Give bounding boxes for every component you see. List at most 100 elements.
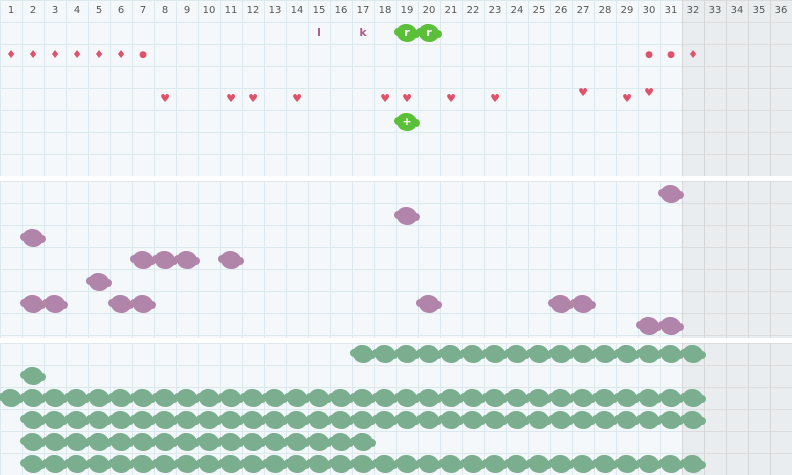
task-block-filled[interactable] (658, 389, 684, 407)
task-block-filled[interactable] (482, 345, 508, 363)
task-block-filled[interactable] (108, 433, 134, 451)
heart-icon[interactable]: ♥ (446, 92, 456, 105)
task-block-filled[interactable] (174, 433, 200, 451)
task-block-filled[interactable] (174, 389, 200, 407)
task-block-filled[interactable] (526, 455, 552, 473)
task-block-filled[interactable] (548, 455, 574, 473)
task-block-filled[interactable] (20, 455, 46, 473)
task-block-filled[interactable] (636, 389, 662, 407)
task-block-filled[interactable] (64, 411, 90, 429)
task-block-filled[interactable] (680, 455, 706, 473)
task-block-filled[interactable] (328, 433, 354, 451)
task-block[interactable] (548, 295, 574, 313)
task-block-filled[interactable] (570, 411, 596, 429)
badge-icon[interactable]: r (394, 24, 420, 42)
heart-icon[interactable]: ♥ (578, 86, 588, 99)
task-block-filled[interactable] (196, 455, 222, 473)
task-block-filled[interactable] (130, 455, 156, 473)
task-block-filled[interactable] (152, 455, 178, 473)
task-block-filled[interactable] (482, 455, 508, 473)
heart-icon[interactable]: ♥ (490, 92, 500, 105)
heart-icon[interactable]: ♥ (644, 86, 654, 99)
task-block-filled[interactable] (218, 411, 244, 429)
task-block-filled[interactable] (548, 411, 574, 429)
task-block[interactable] (570, 295, 596, 313)
task-block-filled[interactable] (460, 455, 486, 473)
task-block-filled[interactable] (328, 389, 354, 407)
task-block-filled[interactable] (262, 455, 288, 473)
task-block-filled[interactable] (64, 455, 90, 473)
task-block-filled[interactable] (20, 433, 46, 451)
task-block-filled[interactable] (636, 411, 662, 429)
task-block-filled[interactable] (20, 367, 46, 385)
task-block-filled[interactable] (570, 345, 596, 363)
task-block-filled[interactable] (240, 411, 266, 429)
cell-letter[interactable]: k (359, 26, 367, 39)
task-block-filled[interactable] (372, 389, 398, 407)
task-block-filled[interactable] (614, 389, 640, 407)
task-block-filled[interactable] (174, 411, 200, 429)
task-block-filled[interactable] (438, 389, 464, 407)
task-block[interactable] (416, 295, 442, 313)
task-block-filled[interactable] (372, 345, 398, 363)
task-block-filled[interactable] (196, 433, 222, 451)
heart-icon[interactable]: ♥ (226, 92, 236, 105)
task-block-filled[interactable] (42, 433, 68, 451)
task-block-filled[interactable] (526, 345, 552, 363)
task-block-filled[interactable] (130, 389, 156, 407)
task-block-filled[interactable] (504, 455, 530, 473)
task-block-filled[interactable] (284, 433, 310, 451)
task-block-filled[interactable] (218, 389, 244, 407)
task-block-filled[interactable] (218, 433, 244, 451)
task-block-filled[interactable] (240, 389, 266, 407)
task-block-filled[interactable] (526, 411, 552, 429)
task-block-filled[interactable] (42, 389, 68, 407)
task-block-filled[interactable] (570, 455, 596, 473)
heart-icon[interactable]: ♥ (622, 92, 632, 105)
task-block-filled[interactable] (0, 389, 24, 407)
task-block-filled[interactable] (306, 411, 332, 429)
task-block-filled[interactable] (548, 345, 574, 363)
task-block-filled[interactable] (416, 411, 442, 429)
task-block-filled[interactable] (548, 389, 574, 407)
task-block-filled[interactable] (614, 345, 640, 363)
task-block-filled[interactable] (152, 433, 178, 451)
task-block-filled[interactable] (416, 345, 442, 363)
task-block[interactable] (658, 317, 684, 335)
task-block[interactable] (20, 295, 46, 313)
task-block-filled[interactable] (306, 455, 332, 473)
task-block-filled[interactable] (328, 411, 354, 429)
task-block-filled[interactable] (284, 389, 310, 407)
task-block-filled[interactable] (636, 455, 662, 473)
cell-letter[interactable]: l (317, 26, 321, 39)
task-block-filled[interactable] (262, 411, 288, 429)
task-block-filled[interactable] (504, 345, 530, 363)
task-block-filled[interactable] (86, 433, 112, 451)
task-block-filled[interactable] (306, 433, 332, 451)
task-block-filled[interactable] (460, 411, 486, 429)
task-block-filled[interactable] (416, 389, 442, 407)
task-block-filled[interactable] (438, 411, 464, 429)
task-block[interactable] (658, 185, 684, 203)
task-block[interactable] (42, 295, 68, 313)
task-block-filled[interactable] (592, 411, 618, 429)
task-block[interactable] (108, 295, 134, 313)
task-block[interactable] (20, 229, 46, 247)
task-block-filled[interactable] (240, 433, 266, 451)
task-block-filled[interactable] (152, 411, 178, 429)
badge-icon[interactable]: + (394, 113, 420, 131)
task-block-filled[interactable] (86, 389, 112, 407)
task-block-filled[interactable] (86, 411, 112, 429)
task-block[interactable] (636, 317, 662, 335)
task-block-filled[interactable] (20, 389, 46, 407)
heart-icon[interactable]: ♥ (402, 92, 412, 105)
task-block-filled[interactable] (108, 411, 134, 429)
task-block-filled[interactable] (262, 389, 288, 407)
task-block-filled[interactable] (152, 389, 178, 407)
task-block-filled[interactable] (196, 411, 222, 429)
task-block-filled[interactable] (130, 411, 156, 429)
task-block[interactable] (152, 251, 178, 269)
task-block-filled[interactable] (394, 455, 420, 473)
task-block-filled[interactable] (438, 455, 464, 473)
task-block-filled[interactable] (482, 389, 508, 407)
